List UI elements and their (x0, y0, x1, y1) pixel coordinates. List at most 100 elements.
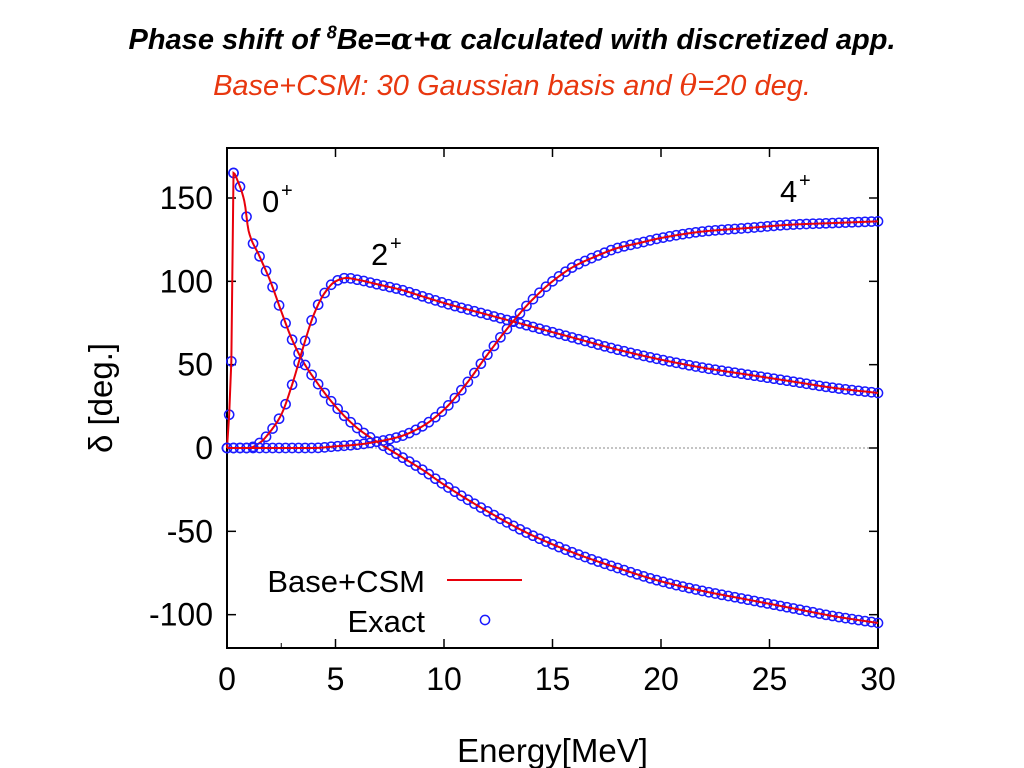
exact-point (482, 309, 493, 321)
exact-point (540, 536, 552, 547)
exact-point (605, 244, 617, 256)
exact-point (332, 403, 344, 415)
title-plus: + (413, 24, 430, 56)
exact-point (234, 181, 246, 193)
exact-point (390, 283, 402, 294)
exact-point (306, 369, 317, 381)
exact-point (527, 530, 539, 542)
exact-point (540, 325, 552, 336)
exact-point (436, 406, 448, 417)
exact-point (345, 416, 357, 428)
exact-point (495, 312, 506, 324)
exact-point (469, 305, 480, 317)
exact-point (618, 240, 630, 252)
exact-point (306, 315, 317, 326)
exact-point (599, 247, 610, 259)
exact-point (657, 576, 669, 588)
exact-point (573, 549, 584, 560)
exact-point (592, 250, 604, 261)
exact-points (221, 167, 884, 629)
exact-points (221, 272, 884, 454)
exact-point (371, 278, 383, 290)
series-0+ (221, 167, 884, 629)
exact-point (586, 337, 597, 349)
curve-label-2plus: 2 (371, 237, 388, 272)
exact-point (299, 335, 311, 347)
exact-point (592, 556, 604, 567)
title-text-start: Phase shift of (128, 24, 327, 56)
exact-point (462, 304, 474, 315)
exact-point (599, 340, 610, 352)
y-tick-label: -100 (149, 597, 213, 633)
exact-point (579, 551, 591, 563)
exact-point (456, 302, 467, 314)
theta-symbol: θ (679, 68, 698, 102)
series-4+ (221, 215, 884, 454)
exact-point (586, 553, 597, 565)
series-layer (221, 167, 884, 629)
exact-point (625, 566, 636, 578)
exact-point (534, 287, 545, 299)
x-tick-label: 25 (752, 661, 788, 697)
exact-point (397, 430, 409, 441)
curve-labels: 0 +2 +4 + (262, 170, 811, 272)
exact-point (254, 250, 265, 262)
exact-point (566, 546, 578, 558)
exact-point (579, 335, 591, 347)
exact-point (631, 349, 643, 360)
exact-point (260, 431, 272, 443)
exact-point (416, 290, 428, 302)
exact-point (534, 323, 545, 335)
exact-point (651, 574, 663, 586)
exact-point (267, 281, 278, 293)
x-tick-label: 5 (327, 661, 345, 697)
legend-swatch-circle (479, 614, 491, 626)
exact-point (560, 330, 571, 342)
exact-point (553, 541, 565, 553)
exact-point (267, 423, 278, 434)
exact-point (299, 359, 311, 371)
exact-point (599, 558, 610, 570)
y-axis-label: δ [deg.] (82, 343, 119, 453)
y-tick-label: 50 (177, 347, 213, 383)
exact-point (325, 395, 337, 407)
exact-point (521, 319, 532, 331)
exact-point (475, 307, 487, 319)
exact-point (631, 568, 643, 580)
exact-point (644, 235, 656, 246)
exact-point (540, 281, 552, 293)
exact-point (319, 287, 330, 299)
exact-point (247, 238, 259, 249)
exact-point (573, 333, 584, 345)
exact-point (436, 297, 448, 308)
exact-point (644, 572, 656, 584)
exact-point (508, 315, 519, 327)
exact-point (534, 533, 545, 545)
exact-point (312, 378, 324, 390)
exact-point (521, 527, 532, 538)
curve-label-4plus: 4 (780, 174, 797, 209)
alpha-symbol: α (430, 22, 453, 56)
exact-point (338, 410, 350, 422)
exact-point (312, 299, 324, 311)
exact-point (456, 384, 467, 396)
exact-point (579, 255, 591, 267)
exact-point (677, 581, 689, 592)
y-tick-label: 0 (195, 430, 213, 466)
exact-point (638, 571, 649, 582)
exact-point (514, 523, 526, 535)
y-tick-label: 100 (160, 263, 213, 299)
x-tick-label: 30 (860, 661, 896, 697)
exact-point (527, 321, 539, 333)
exact-point (293, 357, 304, 369)
y-tick-label: -50 (167, 513, 213, 549)
exact-point (429, 295, 441, 306)
exact-point (423, 293, 435, 304)
exact-point (280, 317, 291, 329)
exact-point (442, 400, 454, 411)
exact-point (670, 579, 682, 591)
exact-point (488, 311, 500, 322)
alpha-symbol: α (390, 22, 414, 56)
calc-line (226, 171, 879, 624)
